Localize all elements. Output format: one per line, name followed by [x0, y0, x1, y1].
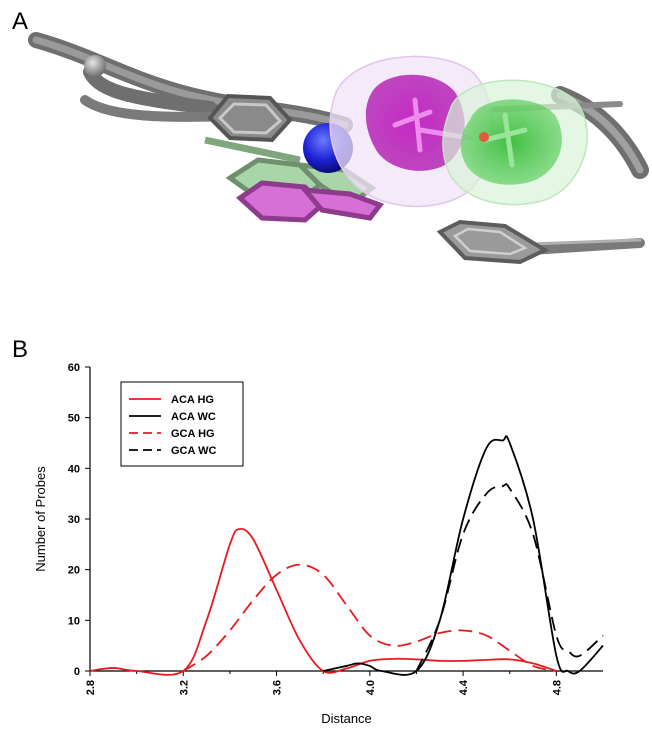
y-tick-label: 10 [68, 615, 80, 627]
gray-atom-sphere [84, 55, 106, 77]
green-density-surface [442, 79, 588, 206]
gray-base-ring-top [207, 93, 293, 143]
chart-series [89, 435, 604, 676]
y-axis-title: Number of Probes [33, 466, 48, 572]
panel-b-label: B [12, 336, 29, 363]
chart-axes: 0 10 20 30 40 50 60 2.8 3.2 3.6 4.0 4.4 4.8 [68, 362, 603, 695]
series-line-gca-hg [182, 563, 557, 672]
series-line-aca-hg [89, 528, 557, 676]
x-tick-label: 4.4 [458, 679, 470, 695]
x-tick-label: 4.8 [551, 680, 563, 695]
panel-a-label: A [12, 8, 29, 35]
x-tick-label: 3.2 [178, 680, 190, 695]
legend-entry: GCA WC [171, 445, 216, 457]
y-tick-label: 20 [68, 565, 80, 577]
chart-legend: ACA HG ACA WC GCA HG GCA WC [120, 381, 244, 467]
legend-entry: GCA HG [171, 428, 215, 440]
x-tick-label: 3.6 [272, 680, 284, 695]
y-tick-label: 50 [68, 413, 80, 425]
legend-entry: ACA WC [171, 411, 216, 423]
y-tick-label: 60 [68, 362, 80, 374]
magenta-base-ring [235, 180, 385, 223]
backbone-tubes [28, 32, 649, 255]
molecular-structure-figure [28, 32, 649, 265]
series-line-aca-wc [322, 435, 604, 676]
x-tick-label: 4.0 [365, 680, 377, 695]
legend-entry: ACA HG [171, 394, 214, 406]
y-tick-label: 40 [68, 463, 80, 475]
y-tick-label: 30 [68, 514, 80, 526]
legend-box [120, 381, 244, 467]
x-axis-title: Distance [321, 711, 372, 726]
series-line-gca-wc [415, 483, 604, 672]
y-tick-label: 0 [74, 666, 80, 678]
gray-base-ring-bottom [436, 219, 550, 265]
x-tick-label: 2.8 [85, 680, 97, 695]
